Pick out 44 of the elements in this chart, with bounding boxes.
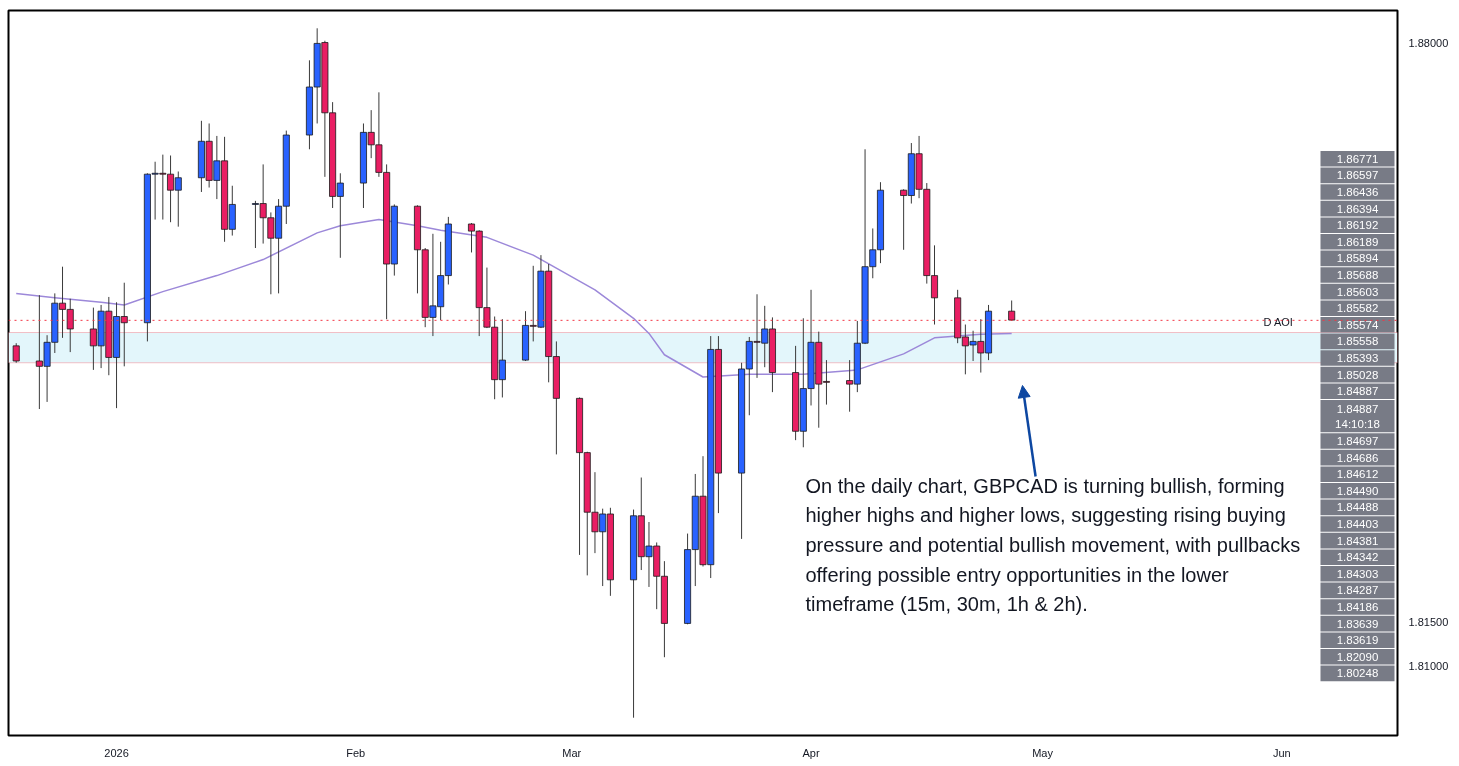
annotation: 1.85894 [1336,252,1379,265]
annotation: 1.84381 [1336,534,1379,547]
annotation: 1.84612 [1336,468,1379,481]
annotation: 1.85393 [1336,352,1379,364]
x-tick-label: 2026 [104,746,129,759]
annotation: 1.86771 [1336,152,1379,165]
annotation: 1.80248 [1336,667,1379,680]
annotation: 1.84403 [1336,518,1379,530]
x-tick-label: Mar [562,746,582,759]
band-label: D AOI [1263,315,1293,328]
annotation: 1.86436 [1336,186,1379,198]
x-tick-label: May [1032,746,1054,759]
annotation: 1.85582 [1336,302,1379,315]
annotation: On the daily chart, GBPCAD is turning bullish, forming higher highs and higher lows, suggesting rising buying pressure and potential bullish movement, with pullbacks offering possible entry opportunities in the lower timeframe (15m, 30m, 1h & 2h). [805,474,1301,616]
annotation: 1.86394 [1336,202,1379,215]
annotation: 1.84303 [1336,567,1379,580]
annotation: 1.85028 [1336,368,1379,381]
y-tick-label: 1.88000 [1408,37,1449,50]
candlestick [12,342,20,364]
annotation: 1.86192 [1336,219,1379,232]
y-tick-label: 1.81500 [1408,615,1449,628]
annotation: 1.86189 [1336,235,1379,248]
annotation: 1.84887 [1336,385,1379,398]
annotation: 1.83619 [1336,634,1379,647]
annotation: 1.84490 [1336,484,1379,497]
annotation: 1.84488 [1336,501,1379,514]
annotation: 1.84697 [1336,435,1379,447]
annotation: 1.85688 [1336,269,1379,281]
annotation: 1.85558 [1336,335,1379,348]
y-tick-label: 1.81000 [1408,660,1449,673]
annotation: 1.84887 14:10:18 [1335,402,1380,430]
annotation: 1.82090 [1336,650,1379,663]
annotation: 1.85574 [1336,318,1379,331]
annotation: 1.85603 [1336,285,1379,298]
x-tick-label: Feb [346,746,366,759]
x-tick-label: Jun [1272,746,1291,759]
line-series [15,218,1013,378]
annotation: 1.83639 [1336,617,1379,630]
x-tick-label: Apr [802,746,820,759]
annotation: 1.84686 [1336,451,1379,464]
annotation: 1.84342 [1336,551,1379,564]
annotation: 1.84287 [1336,584,1379,597]
annotation: 1.84186 [1336,601,1379,613]
annotation: 1.86597 [1336,169,1379,182]
